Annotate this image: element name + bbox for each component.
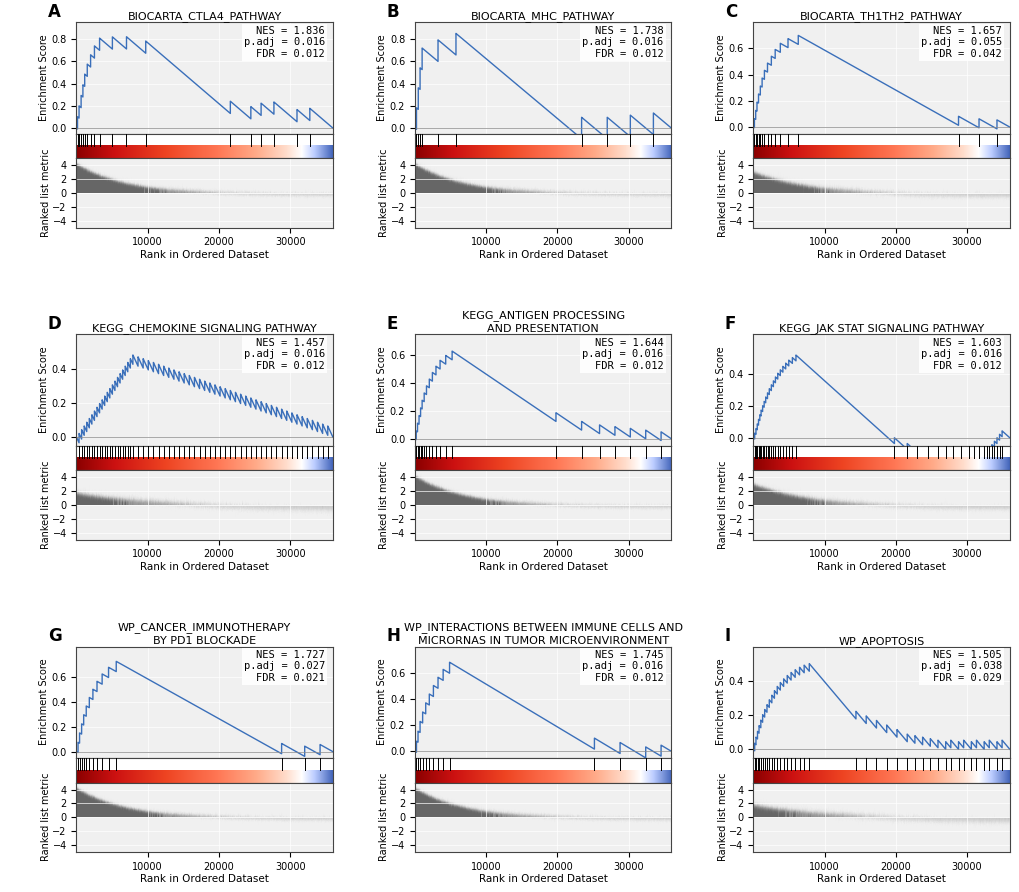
Y-axis label: Ranked list metric: Ranked list metric (717, 461, 728, 549)
Text: NES = 1.603
p.adj = 0.016
FDR = 0.012: NES = 1.603 p.adj = 0.016 FDR = 0.012 (920, 338, 1001, 371)
Y-axis label: Ranked list metric: Ranked list metric (717, 773, 728, 862)
Text: NES = 1.457
p.adj = 0.016
FDR = 0.012: NES = 1.457 p.adj = 0.016 FDR = 0.012 (244, 338, 325, 371)
Title: WP_CANCER_IMMUNOTHERAPY
BY PD1 BLOCKADE: WP_CANCER_IMMUNOTHERAPY BY PD1 BLOCKADE (118, 623, 291, 646)
Title: KEGG_CHEMOKINE SIGNALING PATHWAY: KEGG_CHEMOKINE SIGNALING PATHWAY (93, 324, 317, 334)
X-axis label: Rank in Ordered Dataset: Rank in Ordered Dataset (478, 562, 607, 573)
Y-axis label: Enrichment Score: Enrichment Score (39, 35, 49, 121)
Text: NES = 1.836
p.adj = 0.016
FDR = 0.012: NES = 1.836 p.adj = 0.016 FDR = 0.012 (244, 26, 325, 59)
Title: BIOCARTA_MHC_PATHWAY: BIOCARTA_MHC_PATHWAY (471, 12, 614, 22)
X-axis label: Rank in Ordered Dataset: Rank in Ordered Dataset (816, 874, 945, 884)
X-axis label: Rank in Ordered Dataset: Rank in Ordered Dataset (816, 250, 945, 260)
X-axis label: Rank in Ordered Dataset: Rank in Ordered Dataset (816, 562, 945, 573)
Y-axis label: Enrichment Score: Enrichment Score (377, 35, 386, 121)
Title: KEGG_ANTIGEN PROCESSING
AND PRESENTATION: KEGG_ANTIGEN PROCESSING AND PRESENTATION (462, 310, 624, 334)
Y-axis label: Enrichment Score: Enrichment Score (377, 347, 386, 434)
Text: F: F (725, 315, 736, 333)
Title: WP_INTERACTIONS BETWEEN IMMUNE CELLS AND
MICRORNAS IN TUMOR MICROENVIRONMENT: WP_INTERACTIONS BETWEEN IMMUNE CELLS AND… (404, 623, 682, 646)
Text: NES = 1.644
p.adj = 0.016
FDR = 0.012: NES = 1.644 p.adj = 0.016 FDR = 0.012 (582, 338, 663, 371)
Text: D: D (48, 315, 61, 333)
Text: I: I (725, 627, 731, 645)
Title: WP_APOPTOSIS: WP_APOPTOSIS (838, 636, 924, 647)
Y-axis label: Ranked list metric: Ranked list metric (41, 149, 51, 237)
Text: NES = 1.505
p.adj = 0.038
FDR = 0.029: NES = 1.505 p.adj = 0.038 FDR = 0.029 (920, 650, 1001, 683)
Y-axis label: Enrichment Score: Enrichment Score (714, 35, 725, 121)
Text: NES = 1.745
p.adj = 0.016
FDR = 0.012: NES = 1.745 p.adj = 0.016 FDR = 0.012 (582, 650, 663, 683)
Text: A: A (48, 3, 61, 21)
Text: B: B (386, 3, 398, 21)
Text: NES = 1.657
p.adj = 0.055
FDR = 0.042: NES = 1.657 p.adj = 0.055 FDR = 0.042 (920, 26, 1001, 59)
Y-axis label: Ranked list metric: Ranked list metric (379, 773, 389, 862)
X-axis label: Rank in Ordered Dataset: Rank in Ordered Dataset (478, 250, 607, 260)
Y-axis label: Ranked list metric: Ranked list metric (379, 461, 389, 549)
Y-axis label: Enrichment Score: Enrichment Score (714, 659, 725, 746)
Y-axis label: Enrichment Score: Enrichment Score (39, 347, 49, 434)
Text: G: G (48, 627, 61, 645)
X-axis label: Rank in Ordered Dataset: Rank in Ordered Dataset (141, 874, 269, 884)
Title: KEGG_JAK STAT SIGNALING PATHWAY: KEGG_JAK STAT SIGNALING PATHWAY (779, 324, 983, 334)
X-axis label: Rank in Ordered Dataset: Rank in Ordered Dataset (478, 874, 607, 884)
Y-axis label: Enrichment Score: Enrichment Score (377, 659, 386, 746)
Y-axis label: Ranked list metric: Ranked list metric (41, 773, 51, 862)
Text: H: H (386, 627, 399, 645)
Y-axis label: Enrichment Score: Enrichment Score (39, 659, 49, 746)
Text: NES = 1.738
p.adj = 0.016
FDR = 0.012: NES = 1.738 p.adj = 0.016 FDR = 0.012 (582, 26, 663, 59)
Text: NES = 1.727
p.adj = 0.027
FDR = 0.021: NES = 1.727 p.adj = 0.027 FDR = 0.021 (244, 650, 325, 683)
Y-axis label: Ranked list metric: Ranked list metric (717, 149, 728, 237)
X-axis label: Rank in Ordered Dataset: Rank in Ordered Dataset (141, 562, 269, 573)
Text: E: E (386, 315, 397, 333)
Title: BIOCARTA_CTLA4_PATHWAY: BIOCARTA_CTLA4_PATHWAY (127, 12, 281, 22)
Y-axis label: Enrichment Score: Enrichment Score (714, 347, 725, 434)
Text: C: C (725, 3, 737, 21)
X-axis label: Rank in Ordered Dataset: Rank in Ordered Dataset (141, 250, 269, 260)
Y-axis label: Ranked list metric: Ranked list metric (379, 149, 389, 237)
Y-axis label: Ranked list metric: Ranked list metric (41, 461, 51, 549)
Title: BIOCARTA_TH1TH2_PATHWAY: BIOCARTA_TH1TH2_PATHWAY (799, 12, 962, 22)
